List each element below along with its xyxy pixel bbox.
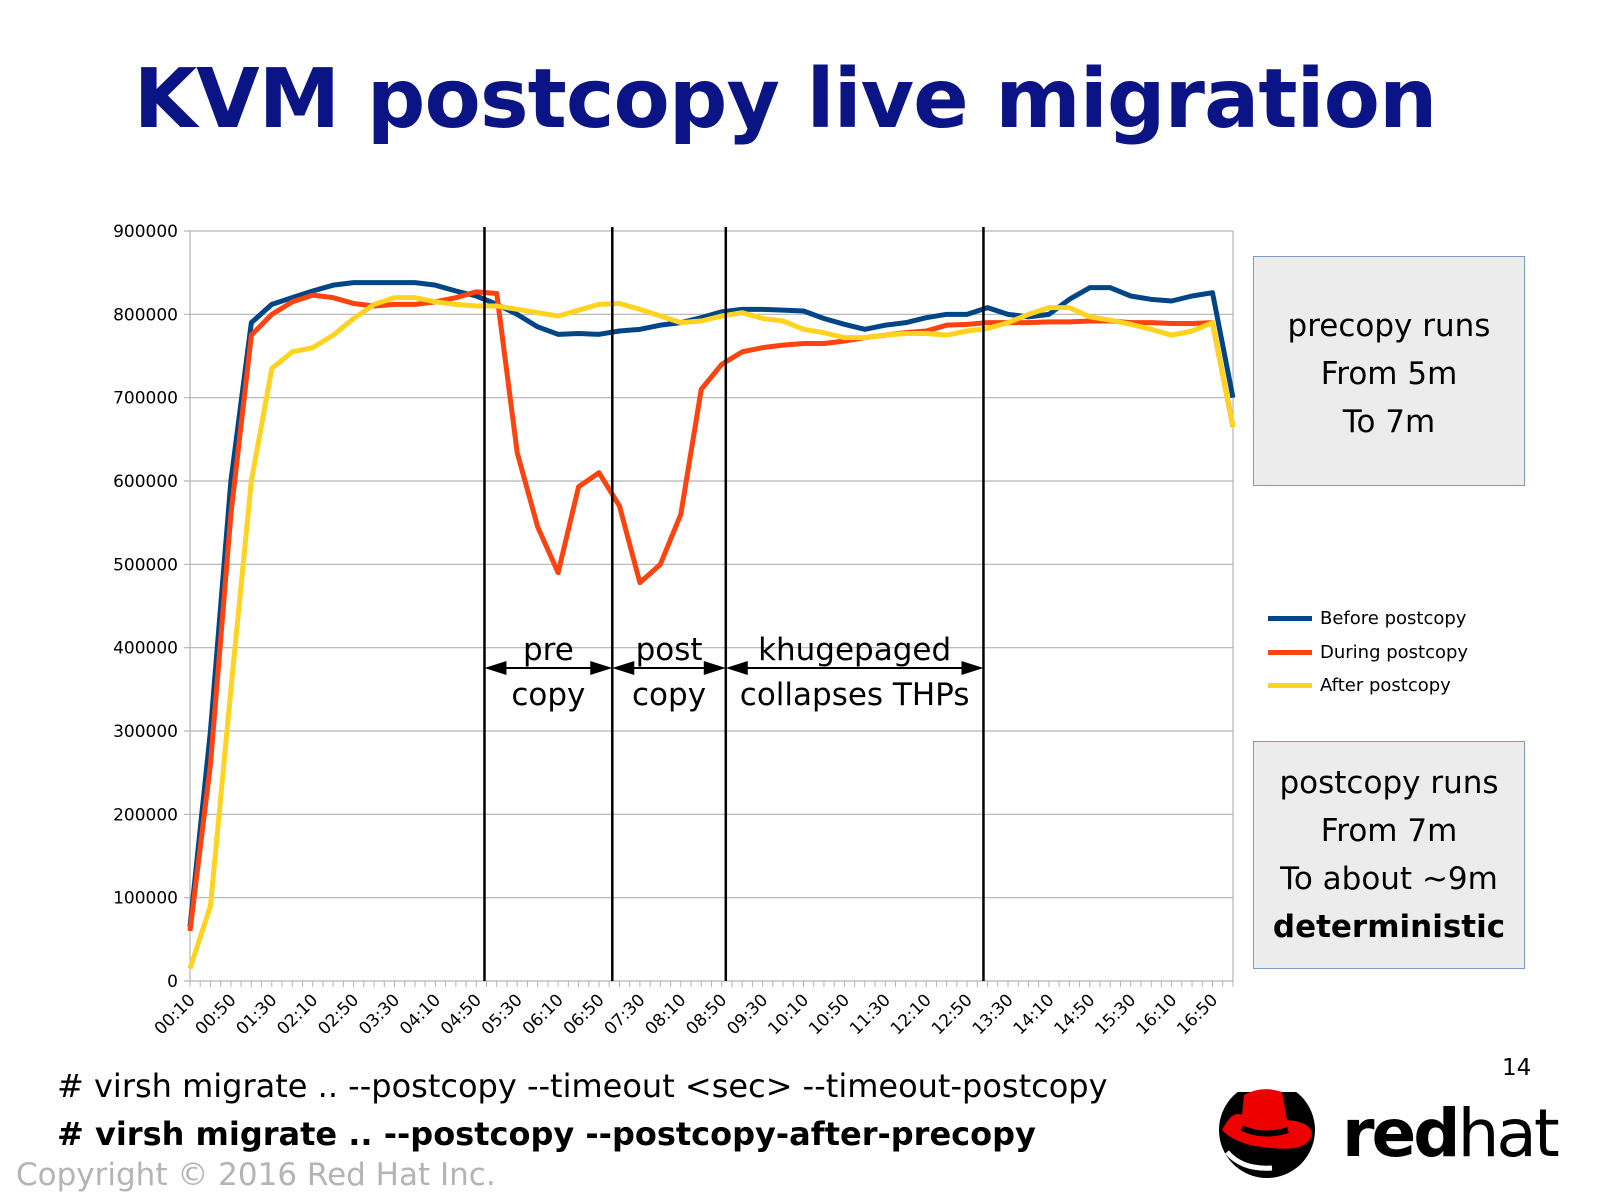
series-line-after-postcopy xyxy=(187,295,1236,970)
x-tick-label: 10:50 xyxy=(805,990,854,1039)
annotation-label: copy xyxy=(511,677,585,713)
x-tick-label: 04:10 xyxy=(396,990,445,1039)
x-tick-label: 14:10 xyxy=(1010,990,1059,1039)
y-tick-label: 300000 xyxy=(113,722,178,742)
x-tick-label: 12:50 xyxy=(928,990,977,1039)
x-tick-label: 00:10 xyxy=(151,990,200,1039)
page-number: 14 xyxy=(1502,1055,1532,1081)
x-tick-label: 08:10 xyxy=(642,990,691,1039)
legend-item-after: After postcopy xyxy=(1268,669,1468,703)
annotation-label: copy xyxy=(632,677,706,713)
x-tick-label: 06:10 xyxy=(519,990,568,1039)
postcopy-note-line: From 7m xyxy=(1320,813,1458,849)
y-tick-label: 200000 xyxy=(113,805,178,825)
x-tick-label: 12:10 xyxy=(887,990,936,1039)
x-tick-label: 01:30 xyxy=(233,990,282,1039)
legend-item-before: Before postcopy xyxy=(1268,602,1468,636)
x-tick-label: 02:10 xyxy=(273,990,322,1039)
x-tick-label: 09:30 xyxy=(723,990,772,1039)
series-line-during-postcopy xyxy=(187,289,1236,932)
annotation-label: pre xyxy=(523,632,574,668)
postcopy-note-line: To about ~9m xyxy=(1280,861,1498,897)
legend-label: After postcopy xyxy=(1320,675,1451,697)
y-tick-label: 800000 xyxy=(113,305,178,325)
y-tick-label: 100000 xyxy=(113,889,178,909)
x-tick-label: 08:50 xyxy=(682,990,731,1039)
y-tick-label: 400000 xyxy=(113,639,178,659)
annotation-label: collapses THPs xyxy=(740,677,970,713)
x-tick-label: 16:50 xyxy=(1173,990,1222,1039)
postcopy-note-line: postcopy runs xyxy=(1279,765,1499,801)
x-tick-label: 05:30 xyxy=(478,990,527,1039)
x-tick-label: 14:50 xyxy=(1051,990,1100,1039)
redhat-logo-text: redhat xyxy=(1342,1095,1560,1172)
x-tick-label: 04:50 xyxy=(437,990,486,1039)
x-tick-label: 03:30 xyxy=(355,990,404,1039)
x-tick-label: 15:30 xyxy=(1091,990,1140,1039)
postcopy-note-emphasis: deterministic xyxy=(1272,909,1506,945)
x-tick-label: 16:10 xyxy=(1132,990,1181,1039)
y-tick-label: 600000 xyxy=(113,472,178,492)
x-tick-label: 10:10 xyxy=(764,990,813,1039)
x-tick-label: 13:30 xyxy=(969,990,1018,1039)
precopy-note-line: To 7m xyxy=(1342,404,1436,440)
chart-legend: Before postcopy During postcopy After po… xyxy=(1268,602,1468,703)
x-tick-label: 07:30 xyxy=(601,990,650,1039)
legend-swatch xyxy=(1268,649,1312,655)
arrow-head-right-icon xyxy=(961,661,984,675)
postcopy-note-box: postcopy runs From 7m To about ~9m deter… xyxy=(1253,741,1525,969)
precopy-note-line: From 5m xyxy=(1320,356,1458,392)
y-tick-label: 0 xyxy=(167,972,178,992)
command-line-2: # virsh migrate .. --postcopy --postcopy… xyxy=(57,1115,1036,1153)
x-tick-label: 00:50 xyxy=(192,990,241,1039)
y-tick-label: 700000 xyxy=(113,389,178,409)
annotation-label: khugepaged xyxy=(758,632,951,668)
legend-swatch xyxy=(1268,616,1312,622)
legend-swatch xyxy=(1268,683,1312,689)
copyright: Copyright © 2016 Red Hat Inc. xyxy=(16,1157,496,1193)
x-tick-label: 02:50 xyxy=(314,990,363,1039)
command-line-1: # virsh migrate .. --postcopy --timeout … xyxy=(57,1067,1108,1105)
precopy-note-line: precopy runs xyxy=(1287,308,1491,344)
legend-item-during: During postcopy xyxy=(1268,636,1468,670)
arrow-head-left-icon xyxy=(484,661,507,675)
redhat-shadowman-logo-icon xyxy=(1212,1080,1332,1178)
legend-label: Before postcopy xyxy=(1320,608,1467,630)
arrow-head-right-icon xyxy=(590,661,613,675)
precopy-note-box: precopy runs From 5m To 7m xyxy=(1253,256,1525,486)
slide-title: KVM postcopy live migration xyxy=(133,52,1438,147)
x-tick-label: 11:30 xyxy=(846,990,895,1039)
y-tick-label: 500000 xyxy=(113,555,178,575)
annotation-label: post xyxy=(636,632,703,668)
legend-label: During postcopy xyxy=(1320,641,1469,663)
y-tick-label: 900000 xyxy=(113,222,178,242)
arrow-head-left-icon xyxy=(612,661,635,675)
x-tick-label: 06:50 xyxy=(560,990,609,1039)
arrow-head-right-icon xyxy=(703,661,726,675)
arrow-head-left-icon xyxy=(725,661,748,675)
